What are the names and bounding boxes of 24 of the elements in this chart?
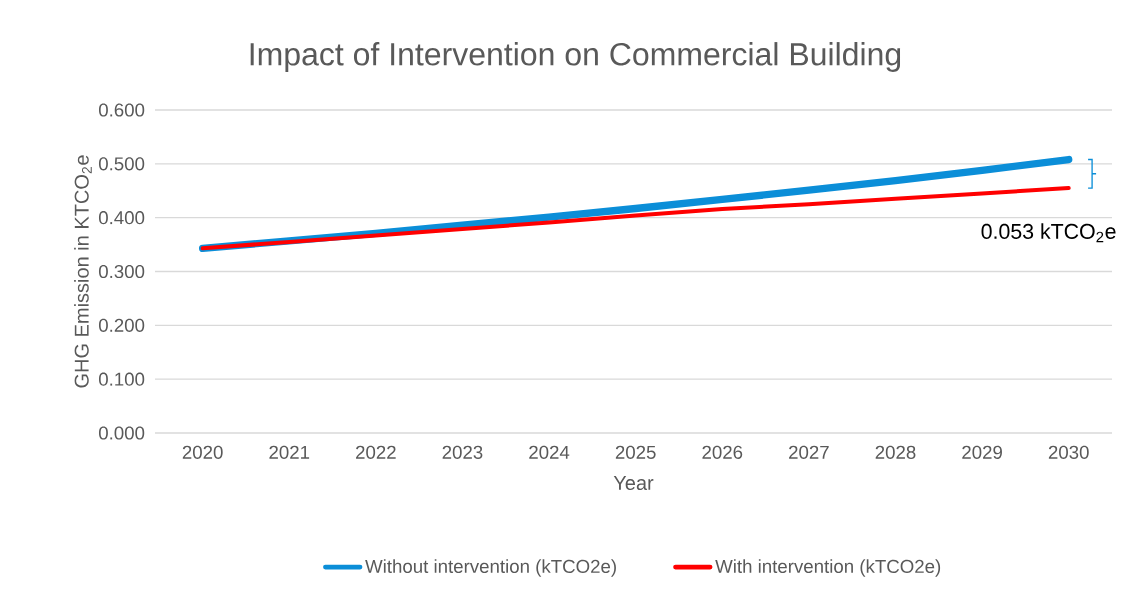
y-tick-label: 0.500 xyxy=(98,157,145,171)
x-tick-label: 2026 xyxy=(702,445,743,459)
x-tick-label: 2020 xyxy=(182,445,223,459)
x-tick-label: 2024 xyxy=(529,445,570,459)
x-tick-label: 2028 xyxy=(875,445,916,459)
y-tick-label: 0.100 xyxy=(98,372,145,386)
y-tick-label: 0.200 xyxy=(98,318,145,332)
x-tick-label: 2023 xyxy=(442,445,483,459)
y-tick-label: 0.300 xyxy=(98,264,145,279)
x-tick-label: 2029 xyxy=(962,445,1002,459)
legend-label: With intervention (kTCO2e) xyxy=(715,559,941,577)
annotation: 0.053 kTCO$_{2}$e xyxy=(981,223,1116,243)
x-tick-label: 2027 xyxy=(789,445,829,459)
x-axis-title: Year xyxy=(613,476,654,491)
chart-title: Impact of Intervention on Commercial Building xyxy=(250,42,901,72)
legend-label: Without intervention (kTCO2e) xyxy=(365,559,616,577)
x-tick-label: 2022 xyxy=(356,445,396,459)
x-tick-label: 2030 xyxy=(1048,445,1089,459)
y-axis-title: GHG Emission in KTCO$_{2}$e xyxy=(74,155,92,388)
y-tick-label: 0.000 xyxy=(98,426,145,440)
x-tick-label: 2021 xyxy=(269,445,310,459)
y-tick-label: 0.400 xyxy=(98,211,145,225)
y-tick-label: 0.600 xyxy=(98,103,145,117)
x-tick-label: 2025 xyxy=(615,445,656,459)
